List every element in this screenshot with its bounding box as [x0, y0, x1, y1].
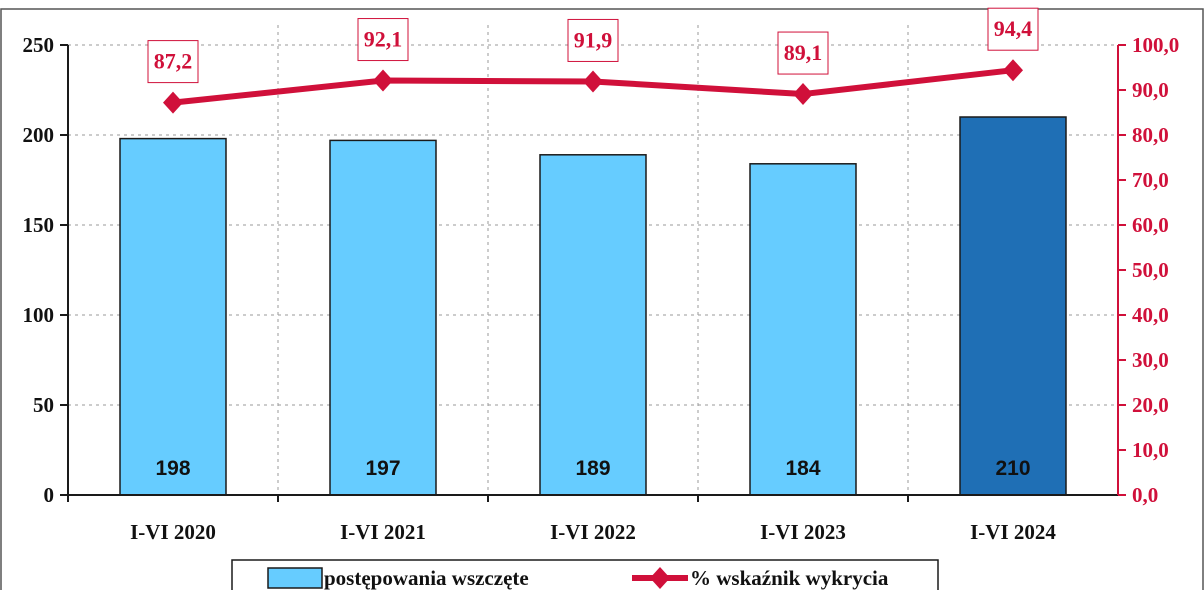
line-value-label: 94,4	[994, 16, 1033, 41]
bar	[330, 140, 436, 495]
line-point-marker	[583, 70, 603, 92]
bar	[750, 164, 856, 495]
y-right-tick-label: 30,0	[1132, 348, 1169, 372]
y-right-tick-label: 40,0	[1132, 303, 1169, 327]
y-right-tick-label: 0,0	[1132, 483, 1158, 507]
y-left-tick-label: 250	[23, 33, 55, 57]
line-point-marker	[1003, 59, 1023, 81]
bar	[540, 155, 646, 495]
bar-value-label: 189	[575, 457, 610, 480]
y-left-tick-label: 100	[23, 303, 55, 327]
y-left-tick-label: 0	[44, 483, 55, 507]
legend-swatch-bars	[268, 568, 322, 588]
line-value-label: 92,1	[364, 27, 403, 52]
line-value-label: 87,2	[154, 49, 193, 74]
line-value-label: 89,1	[784, 40, 823, 65]
x-tick-label: I-VI 2022	[550, 520, 636, 544]
bar-value-label: 197	[365, 457, 400, 480]
y-right-tick-label: 90,0	[1132, 78, 1169, 102]
y-right-tick-label: 10,0	[1132, 438, 1169, 462]
y-right-tick-label: 80,0	[1132, 123, 1169, 147]
x-tick-label: I-VI 2021	[340, 520, 426, 544]
line-point-marker	[373, 70, 393, 92]
line-value-label: 91,9	[574, 27, 613, 52]
line-point-marker	[163, 92, 183, 114]
bar	[960, 117, 1066, 495]
y-right-tick-label: 20,0	[1132, 393, 1169, 417]
y-left-tick-label: 150	[23, 213, 55, 237]
bar-value-label: 184	[785, 457, 820, 480]
x-tick-label: I-VI 2020	[130, 520, 216, 544]
legend-label-line: % wskaźnik wykrycia	[690, 566, 889, 590]
line-point-marker	[793, 83, 813, 105]
bar-value-label: 210	[995, 457, 1030, 480]
y-right-tick-label: 50,0	[1132, 258, 1169, 282]
y-right-tick-label: 100,0	[1132, 33, 1179, 57]
bar	[120, 139, 226, 495]
y-right-tick-label: 60,0	[1132, 213, 1169, 237]
y-right-tick-label: 70,0	[1132, 168, 1169, 192]
y-left-tick-label: 200	[23, 123, 55, 147]
x-tick-label: I-VI 2023	[760, 520, 846, 544]
legend-label-bars: postępowania wszczęte	[324, 566, 529, 590]
y-left-tick-label: 50	[33, 393, 54, 417]
x-tick-label: I-VI 2024	[970, 520, 1056, 544]
bar-value-label: 198	[155, 457, 190, 480]
